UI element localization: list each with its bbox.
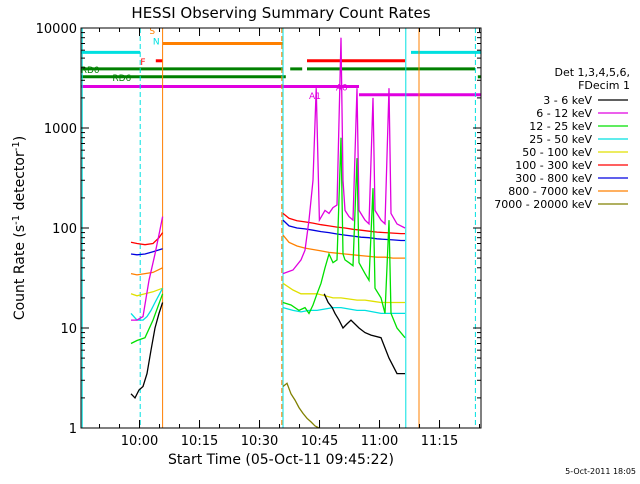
series-lines xyxy=(130,37,406,429)
axes: 1 10 100 1000 10000 10:00 10:15 10:30 10:45 11:00… xyxy=(11,22,482,468)
legend-label: 300 - 800 keV xyxy=(515,172,592,185)
series-line xyxy=(282,37,406,275)
x-tick-label: 10:45 xyxy=(301,434,338,449)
series-line xyxy=(130,267,163,276)
legend-label: 800 - 7000 keV xyxy=(508,185,592,198)
series-line xyxy=(130,302,164,400)
footer-timestamp: 5-Oct-2011 18:05 xyxy=(565,467,636,476)
legend-label: 25 - 50 keV xyxy=(529,133,592,146)
series-line xyxy=(282,306,405,315)
annotation-label: F xyxy=(140,58,145,68)
status-bars xyxy=(81,41,481,97)
series-line xyxy=(282,234,405,259)
series-line xyxy=(131,216,164,321)
legend-label: 7000 - 20000 keV xyxy=(494,198,592,211)
annotation-label: S xyxy=(149,27,155,37)
legend-header: Det 1,3,4,5,6, xyxy=(554,66,630,79)
annotation-label: A1 xyxy=(309,92,321,102)
x-tick-label: 11:00 xyxy=(361,434,398,449)
annotation-label: RD0 xyxy=(81,66,100,76)
series-line xyxy=(282,137,406,339)
y-tick-label: 10000 xyxy=(36,22,77,37)
series-line xyxy=(323,293,405,375)
x-tick-label: 10:00 xyxy=(121,434,158,449)
annotation-label: A0 xyxy=(336,84,348,94)
y-axis-label-part: ) xyxy=(12,136,28,141)
series-line xyxy=(282,212,405,235)
legend-label: 12 - 25 keV xyxy=(529,120,592,133)
legend-label: 50 - 100 keV xyxy=(522,146,592,159)
series-line xyxy=(130,287,163,297)
y-tick-label: 100 xyxy=(52,222,77,237)
y-axis-label: Count Rate (s-1 detector-1) xyxy=(11,136,28,320)
annotation-label: RD6 xyxy=(112,74,131,84)
series-line xyxy=(130,293,164,345)
legend-label: 6 - 12 keV xyxy=(536,107,592,120)
y-axis-label-part: -1 xyxy=(11,215,22,225)
x-axis-label: Start Time (05-Oct-11 09:45:22) xyxy=(168,452,394,468)
series-line xyxy=(282,382,320,429)
series-line xyxy=(282,219,405,242)
y-axis-label-part: Count Rate (s xyxy=(12,225,28,320)
x-tick-label: 10:30 xyxy=(241,434,278,449)
series-line xyxy=(130,248,163,256)
legend-label: 100 - 300 keV xyxy=(515,159,592,172)
y-tick-label: 1 xyxy=(69,422,77,437)
y-tick-label: 1000 xyxy=(44,122,77,137)
series-line xyxy=(130,232,164,246)
annotations: SN F RD0 RD6 A0 A1 xyxy=(81,27,348,102)
legend-header: FDecim 1 xyxy=(578,79,630,92)
y-tick-label: 10 xyxy=(60,322,77,337)
y-axis-label-part: -1 xyxy=(11,141,22,151)
x-tick-label: 11:15 xyxy=(421,434,458,449)
chart-title: HESSI Observing Summary Count Rates xyxy=(131,4,430,22)
x-tick-label: 10:15 xyxy=(181,434,218,449)
annotation-label: N xyxy=(153,37,160,47)
y-axis-label-part: detector xyxy=(12,151,28,215)
legend-label: 3 - 6 keV xyxy=(543,94,592,107)
